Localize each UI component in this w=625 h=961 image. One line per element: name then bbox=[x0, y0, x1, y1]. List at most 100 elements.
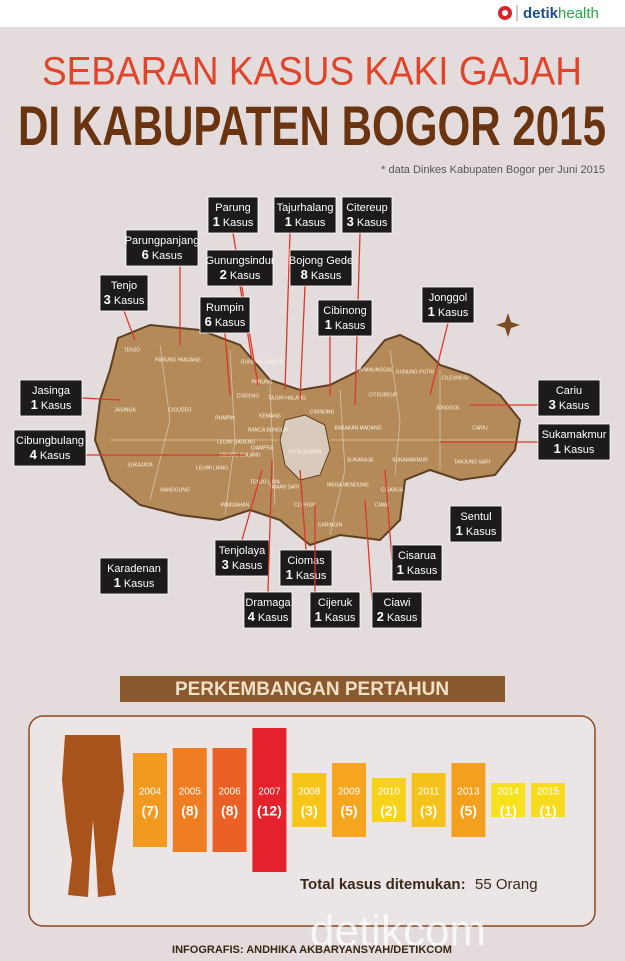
compass-star bbox=[496, 313, 520, 337]
bar-year: 2005 bbox=[179, 787, 202, 798]
case-count: 6 bbox=[205, 314, 212, 329]
leader-line bbox=[429, 322, 449, 396]
case-count: 1 bbox=[554, 441, 561, 456]
bar-value-label: (3) bbox=[301, 803, 318, 819]
bar-year: 2013 bbox=[457, 787, 480, 798]
bar-year: 2010 bbox=[378, 787, 401, 798]
bar-year: 2008 bbox=[298, 787, 321, 798]
place-label: PARUNG bbox=[251, 379, 272, 385]
place-label: CIAWI bbox=[375, 502, 389, 508]
callout-box bbox=[125, 229, 199, 267]
case-count: 6 bbox=[142, 247, 149, 262]
callout-count: 1 Kasus bbox=[31, 397, 72, 412]
case-unit: Kasus bbox=[325, 612, 356, 624]
place-label: CARINGIN bbox=[318, 522, 343, 528]
leader-line bbox=[81, 397, 121, 401]
total-value: 55 Orang bbox=[475, 876, 538, 893]
callout-count: 1 Kasus bbox=[397, 562, 438, 577]
callout-count: 3 Kasus bbox=[549, 397, 590, 412]
callout-box bbox=[537, 423, 611, 461]
case-unit: Kasus bbox=[258, 612, 289, 624]
leader-line bbox=[364, 499, 373, 601]
callout-box bbox=[449, 505, 503, 543]
place-label: TENJO bbox=[124, 347, 141, 353]
case-count: 1 bbox=[213, 214, 220, 229]
callout-box bbox=[243, 591, 293, 629]
bar-value-label: (7) bbox=[141, 803, 158, 819]
case-unit: Kasus bbox=[438, 307, 469, 319]
place-label: TAJUR HALANG bbox=[268, 395, 306, 401]
case-unit: Kasus bbox=[357, 217, 388, 229]
callout-box bbox=[273, 196, 337, 234]
bar-value-label: (5) bbox=[460, 803, 477, 819]
leg-silhouette bbox=[62, 735, 124, 897]
leader-line bbox=[384, 469, 393, 561]
callout-count: 1 Kasus bbox=[315, 609, 356, 624]
watermark: detikcom bbox=[310, 907, 486, 956]
chart: PERKEMBANGAN PERTAHUN 2004 (7) 2005 (8) 2006… bbox=[28, 676, 596, 927]
callout-box bbox=[279, 549, 333, 587]
case-count: 8 bbox=[301, 267, 308, 282]
case-unit: Kasus bbox=[407, 565, 438, 577]
bar-value-label: (5) bbox=[340, 803, 357, 819]
place-label: RANCA BUNGUR bbox=[248, 427, 289, 433]
compass bbox=[496, 313, 520, 337]
leader-line bbox=[267, 459, 273, 593]
logo-prefix: detik bbox=[523, 5, 559, 22]
callout-name: Ciawi bbox=[384, 597, 411, 609]
logo-icon-inner bbox=[502, 10, 508, 16]
place-label: PAMIJAHAN bbox=[221, 502, 250, 508]
callout-count: 1 Kasus bbox=[285, 214, 326, 229]
case-unit: Kasus bbox=[564, 444, 595, 456]
callout-name: Parungpanjang bbox=[125, 235, 200, 247]
callout-count: 1 Kasus bbox=[325, 317, 366, 332]
callout-count: 1 Kasus bbox=[428, 304, 469, 319]
callout-box bbox=[99, 557, 169, 595]
callout-name: Cijeruk bbox=[318, 597, 353, 609]
callout-count: 6 Kasus bbox=[142, 247, 183, 262]
case-unit: Kasus bbox=[124, 578, 155, 590]
callout-box bbox=[371, 591, 423, 629]
callout-name: Karadenan bbox=[107, 563, 161, 575]
leader-line bbox=[284, 232, 291, 391]
place-label: JONGGOL bbox=[436, 405, 461, 411]
callout-box bbox=[206, 249, 274, 287]
bar bbox=[451, 763, 486, 837]
callout-count: 4 Kasus bbox=[248, 609, 289, 624]
case-unit: Kasus bbox=[152, 250, 183, 262]
callout-box bbox=[537, 379, 601, 417]
case-count: 1 bbox=[397, 562, 404, 577]
leader-line bbox=[299, 469, 307, 551]
callout-count: 1 Kasus bbox=[456, 523, 497, 538]
case-unit: Kasus bbox=[232, 560, 263, 572]
case-count: 3 bbox=[549, 397, 556, 412]
leader-line bbox=[241, 469, 263, 541]
bar-value-label: (2) bbox=[380, 803, 397, 819]
bar-year: 2004 bbox=[139, 787, 162, 798]
case-count: 1 bbox=[285, 214, 292, 229]
callout-box bbox=[309, 591, 361, 629]
case-count: 1 bbox=[325, 317, 332, 332]
callout-box bbox=[421, 286, 475, 324]
callout-name: Parung bbox=[215, 202, 250, 214]
callout-name: Citereup bbox=[346, 202, 388, 214]
callout-count: 1 Kasus bbox=[213, 214, 254, 229]
callout-box bbox=[13, 429, 87, 467]
case-count: 2 bbox=[220, 267, 227, 282]
bar-value-label: (8) bbox=[181, 803, 198, 819]
case-count: 3 bbox=[347, 214, 354, 229]
case-unit: Kasus bbox=[387, 612, 418, 624]
callout-box bbox=[19, 379, 83, 417]
callout-count: 1 Kasus bbox=[286, 567, 327, 582]
case-count: 3 bbox=[104, 292, 111, 307]
callout-name: Rumpin bbox=[206, 302, 244, 314]
callout-box bbox=[317, 299, 373, 337]
place-label: SUKARAJA bbox=[347, 457, 374, 463]
callout-box bbox=[391, 544, 443, 582]
top-bar bbox=[0, 0, 625, 27]
place-label: CIGUDEG bbox=[168, 407, 191, 413]
place-label: CILEUNGSI bbox=[442, 375, 469, 381]
case-count: 1 bbox=[315, 609, 322, 624]
callout-count: 3 Kasus bbox=[347, 214, 388, 229]
